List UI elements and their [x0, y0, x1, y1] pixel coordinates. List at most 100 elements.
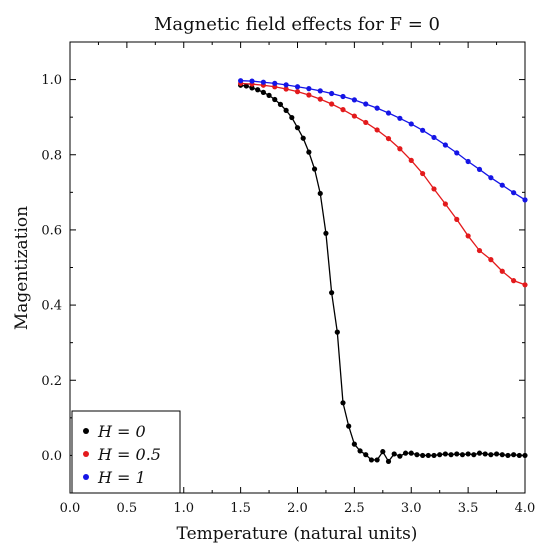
data-point [465, 158, 471, 165]
data-point [522, 197, 528, 203]
data-point [340, 93, 346, 100]
x-tick-label: 3.0 [401, 501, 422, 516]
y-tick-label: 0.8 [41, 148, 62, 163]
data-point [374, 457, 380, 463]
data-point [272, 96, 278, 103]
data-point [311, 166, 318, 172]
data-point [425, 452, 431, 459]
data-point [420, 127, 426, 133]
data-point [283, 86, 289, 92]
data-point [420, 452, 426, 459]
data-point [408, 121, 414, 127]
data-point [397, 146, 403, 152]
data-point [442, 451, 448, 457]
data-point [488, 452, 494, 458]
data-point [294, 89, 301, 95]
y-axis: 0.0 0.2 0.4 0.6 0.8 1.0 [41, 41, 525, 494]
data-point [363, 452, 369, 458]
data-point [334, 329, 340, 335]
data-point [351, 441, 357, 447]
data-point [329, 290, 335, 296]
data-point [488, 175, 494, 181]
data-point [505, 452, 511, 459]
x-tick-label: 0.0 [60, 501, 81, 516]
data-point [266, 92, 272, 98]
x-tick-label: 3.5 [458, 501, 479, 516]
y-tick-label: 1.0 [41, 73, 62, 88]
x-tick-label: 2.5 [344, 501, 365, 516]
data-point [300, 135, 306, 141]
data-point [351, 113, 357, 119]
data-point [249, 78, 255, 84]
data-point [249, 85, 255, 91]
data-point [459, 452, 466, 458]
data-point [317, 190, 323, 197]
data-point [272, 80, 278, 86]
series-1 [238, 80, 528, 288]
data-point [499, 268, 505, 274]
data-point [323, 230, 329, 236]
data-point [317, 96, 323, 102]
data-point [346, 423, 352, 429]
data-point [465, 233, 471, 239]
data-point [420, 170, 426, 177]
data-point [283, 107, 289, 114]
data-point [329, 90, 335, 97]
data-point [340, 400, 346, 406]
data-point [385, 135, 392, 142]
data-point [499, 182, 505, 188]
x-tick-label: 2.0 [287, 501, 308, 516]
data-point [368, 457, 375, 463]
data-point [306, 86, 312, 92]
data-point [442, 201, 448, 207]
data-point [374, 105, 380, 111]
data-point [431, 134, 437, 141]
data-point [408, 450, 414, 456]
data-point [454, 216, 460, 222]
data-point [516, 452, 522, 459]
x-axis-title: Temperature (natural units) [177, 524, 418, 544]
data-point [482, 451, 488, 457]
legend-box [71, 410, 181, 494]
data-point [385, 110, 392, 116]
x-tick-label: 4.0 [515, 501, 536, 516]
data-point [243, 83, 249, 89]
data-point [522, 282, 528, 288]
data-point [289, 114, 295, 121]
data-point [260, 79, 266, 85]
data-point [277, 101, 284, 107]
y-tick-label: 0.2 [41, 374, 62, 389]
y-tick-label: 0.6 [41, 223, 62, 238]
legend-label: H = 1 [97, 468, 146, 487]
data-point [391, 451, 397, 457]
y-tick-label: 0.4 [41, 299, 62, 314]
data-point [511, 190, 517, 196]
data-point [363, 119, 369, 126]
legend-label: H = 0.5 [97, 445, 161, 464]
legend-label: H = 0 [97, 422, 146, 441]
y-axis-title: Magentization [12, 206, 32, 330]
legend: H = 0 H = 0.5 H = 1 [71, 410, 181, 494]
series-2 [238, 78, 528, 203]
data-point [476, 166, 483, 173]
data-point [465, 451, 471, 457]
data-point [351, 97, 357, 103]
data-point [431, 186, 437, 192]
data-point [374, 127, 380, 133]
data-point [357, 448, 363, 454]
data-point [522, 452, 528, 459]
data-point [380, 449, 386, 455]
data-point [414, 452, 420, 458]
data-point [255, 87, 261, 93]
data-point [317, 88, 323, 94]
data-point [471, 452, 477, 458]
data-point [306, 92, 312, 98]
data-point [294, 84, 301, 90]
data-point [454, 451, 460, 457]
data-point [511, 452, 517, 458]
data-point [385, 458, 392, 465]
series-layer [238, 78, 528, 465]
data-point [283, 82, 289, 88]
x-tick-label: 1.0 [173, 501, 194, 516]
